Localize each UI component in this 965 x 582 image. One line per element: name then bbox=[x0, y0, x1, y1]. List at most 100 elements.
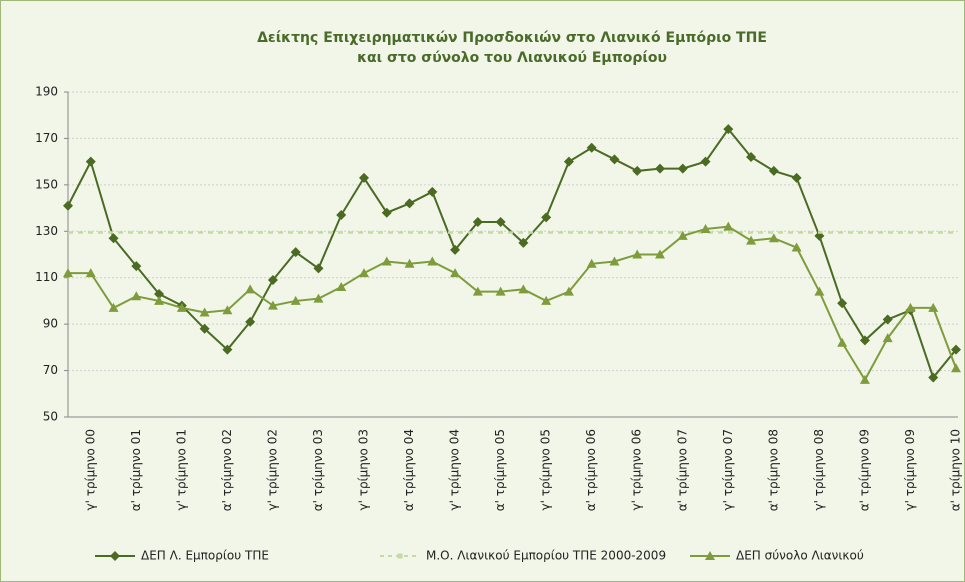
data-point bbox=[586, 142, 597, 153]
data-point bbox=[837, 298, 848, 309]
y-tick-label: 70 bbox=[43, 363, 58, 377]
data-point bbox=[951, 344, 961, 355]
data-point bbox=[586, 258, 597, 268]
legend-marker bbox=[397, 553, 403, 559]
data-point bbox=[905, 302, 916, 312]
data-point bbox=[267, 275, 278, 286]
data-point bbox=[222, 344, 233, 355]
y-tick-label: 130 bbox=[35, 224, 58, 238]
data-point bbox=[63, 200, 73, 211]
data-point bbox=[837, 337, 848, 347]
data-point bbox=[85, 156, 96, 167]
data-point bbox=[131, 261, 142, 272]
data-point bbox=[450, 244, 461, 255]
data-point bbox=[381, 256, 392, 266]
x-tick-label: α' τρίμηνο 01 bbox=[129, 429, 143, 511]
data-point bbox=[791, 242, 802, 252]
x-tick-label: α' τρίμηνο 10 bbox=[949, 429, 963, 511]
data-point bbox=[518, 237, 529, 248]
data-point bbox=[859, 374, 870, 384]
data-point bbox=[154, 295, 165, 305]
legend-marker bbox=[110, 551, 120, 561]
x-tick-label: γ' τρίμηνο 06 bbox=[630, 429, 644, 511]
data-point bbox=[928, 372, 939, 383]
data-point bbox=[859, 335, 870, 346]
data-point bbox=[655, 249, 665, 259]
data-point bbox=[267, 300, 278, 310]
data-point bbox=[313, 293, 324, 303]
data-point bbox=[472, 217, 483, 227]
data-point bbox=[222, 305, 233, 315]
x-tick-label: γ' τρίμηνο 01 bbox=[174, 429, 188, 511]
data-point bbox=[746, 152, 757, 162]
data-point bbox=[677, 230, 688, 240]
data-point bbox=[563, 286, 574, 296]
data-point bbox=[951, 363, 961, 373]
data-point bbox=[336, 282, 347, 291]
data-point bbox=[563, 156, 574, 167]
y-tick-label: 90 bbox=[43, 317, 58, 331]
data-point bbox=[609, 256, 620, 266]
data-point bbox=[700, 156, 711, 167]
data-point bbox=[290, 295, 301, 305]
y-tick-label: 170 bbox=[35, 131, 58, 145]
data-point bbox=[472, 286, 483, 296]
x-tick-label: γ' τρίμηνο 05 bbox=[539, 429, 553, 511]
data-point bbox=[632, 165, 643, 176]
data-point bbox=[791, 172, 802, 183]
chart-subtitle: και στο σύνολο του Λιανικού Εμπορίου bbox=[357, 50, 667, 66]
x-tick-label: α' τρίμηνο 05 bbox=[493, 429, 507, 511]
data-point bbox=[609, 154, 620, 165]
data-point bbox=[154, 288, 165, 299]
data-point bbox=[108, 233, 119, 244]
data-point bbox=[176, 302, 187, 312]
x-tick-label: γ' τρίμηνο 07 bbox=[721, 429, 735, 511]
x-tick-label: γ' τρίμηνο 08 bbox=[812, 429, 826, 511]
data-point bbox=[677, 163, 688, 174]
legend-marker bbox=[705, 551, 715, 560]
y-tick-label: 190 bbox=[35, 85, 58, 99]
data-point bbox=[518, 284, 529, 294]
data-point bbox=[450, 268, 461, 278]
chart-title: Δείκτης Επιχειρηματικών Προσδοκιών στο Λ… bbox=[257, 30, 767, 46]
data-point bbox=[495, 217, 506, 227]
x-tick-label: α' τρίμηνο 03 bbox=[311, 429, 325, 511]
x-tick-label: γ' τρίμηνο 04 bbox=[448, 429, 462, 511]
data-point bbox=[700, 223, 711, 233]
data-point bbox=[495, 286, 506, 296]
x-tick-label: γ' τρίμηνο 09 bbox=[903, 429, 917, 511]
y-tick-label: 110 bbox=[35, 270, 58, 284]
data-point bbox=[245, 316, 256, 327]
data-point bbox=[199, 323, 210, 334]
data-point bbox=[63, 268, 73, 278]
x-tick-label: α' τρίμηνο 04 bbox=[402, 429, 416, 511]
data-point bbox=[404, 258, 415, 268]
data-point bbox=[427, 256, 438, 266]
x-tick-label: γ' τρίμηνο 00 bbox=[83, 429, 97, 511]
data-point bbox=[245, 284, 256, 294]
data-point bbox=[199, 307, 210, 317]
data-point bbox=[632, 249, 643, 259]
series-line bbox=[68, 225, 957, 382]
legend-label: ΔΕΠ Λ. Εμπορίου ΤΠΕ bbox=[141, 549, 269, 563]
x-tick-label: γ' τρίμηνο 02 bbox=[265, 429, 279, 511]
x-tick-label: γ' τρίμηνο 03 bbox=[357, 429, 371, 511]
x-tick-label: α' τρίμηνο 09 bbox=[857, 429, 871, 511]
data-point bbox=[768, 233, 779, 243]
data-point bbox=[427, 186, 438, 197]
data-point bbox=[814, 286, 825, 296]
data-point bbox=[131, 291, 142, 301]
x-tick-label: α' τρίμηνο 07 bbox=[675, 429, 689, 511]
data-point bbox=[768, 165, 779, 176]
x-tick-label: α' τρίμηνο 06 bbox=[584, 429, 598, 511]
data-point bbox=[746, 235, 757, 245]
data-point bbox=[882, 314, 893, 325]
data-point bbox=[541, 212, 552, 223]
x-tick-label: α' τρίμηνο 02 bbox=[220, 429, 234, 511]
data-point bbox=[108, 302, 119, 312]
y-tick-label: 50 bbox=[43, 410, 58, 424]
data-point bbox=[928, 302, 939, 312]
data-point bbox=[381, 207, 392, 218]
data-point bbox=[359, 172, 369, 183]
